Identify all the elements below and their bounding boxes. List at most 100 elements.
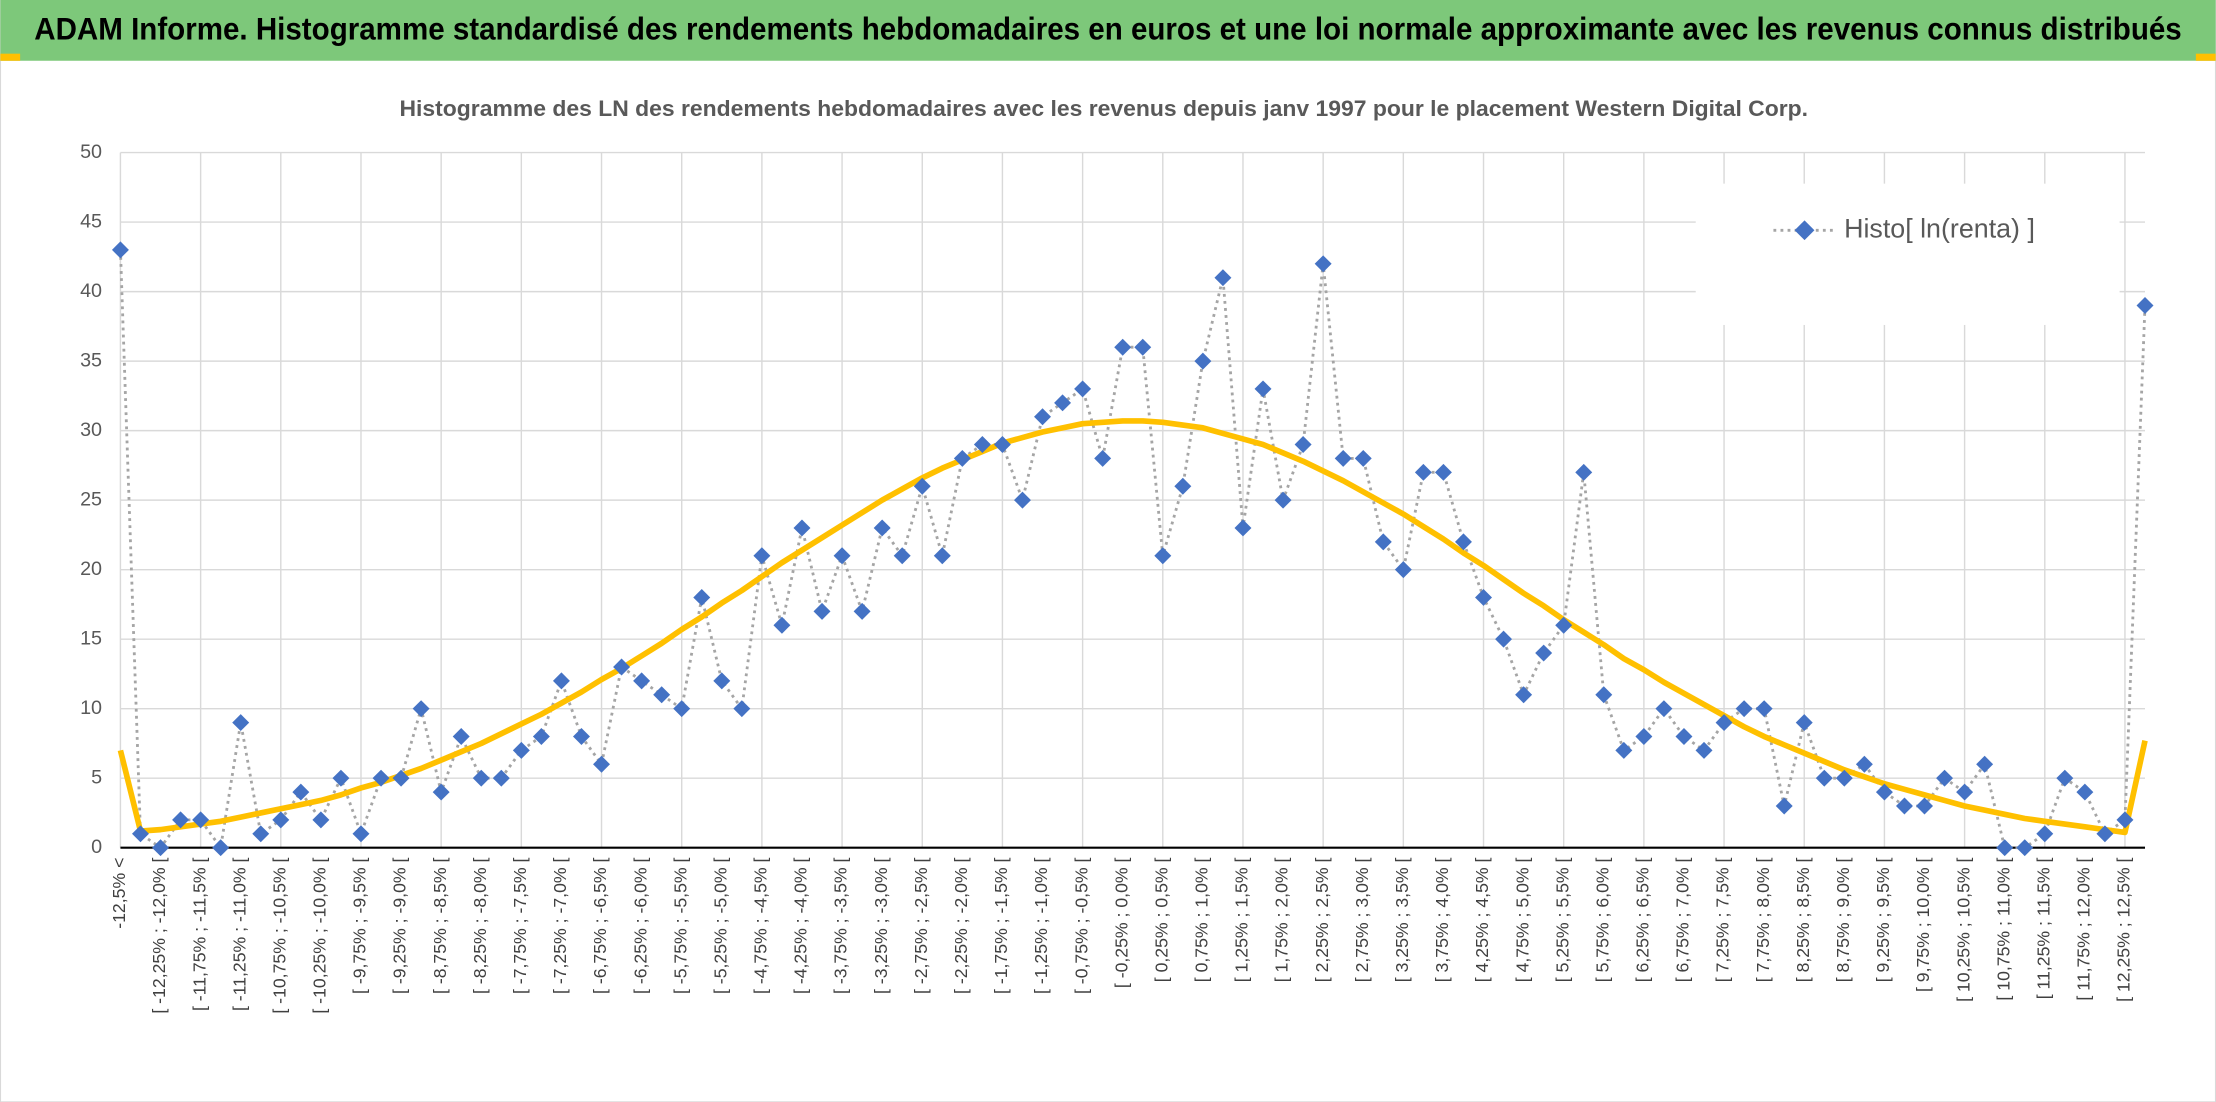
x-tick-label: [ -10,25% ; -10,0% [ (310, 857, 330, 1013)
legend-box (1695, 183, 2120, 325)
x-tick-label: [ 3,25% ; 3,5% [ (1392, 857, 1412, 982)
x-tick-label: [ 9,75% ; 10,0% [ (1913, 857, 1933, 992)
data-point (1655, 700, 1673, 718)
legend-label: Histo[ ln(renta) ] (1844, 213, 2035, 243)
x-tick-label: [ 2,75% ; 3,0% [ (1352, 857, 1372, 982)
data-point (312, 811, 330, 829)
x-tick-label: [ -0,75% ; -0,5% [ (1071, 857, 1091, 993)
data-point (953, 449, 971, 467)
data-point (1595, 686, 1613, 704)
x-tick-label: [ -3,25% ; -3,0% [ (871, 857, 891, 993)
x-tick-label: [ 6,75% ; 7,0% [ (1673, 857, 1693, 982)
data-point (573, 727, 590, 745)
x-tick-label: [ -12,25% ; -12,0% [ (149, 857, 169, 1013)
data-point (1034, 408, 1051, 426)
x-tick-label: -12,5% < (109, 858, 129, 929)
x-tick-label: [ 6,25% ; 6,5% [ (1633, 857, 1653, 982)
y-tick-label: 40 (80, 280, 102, 302)
data-point (1875, 783, 1893, 801)
data-point (372, 769, 390, 787)
data-point (853, 602, 871, 620)
y-tick-label: 30 (80, 419, 102, 441)
data-point (432, 783, 450, 801)
x-tick-label: [ 4,75% ; 5,0% [ (1512, 857, 1532, 982)
y-tick-label: 0 (91, 836, 102, 858)
data-point (1234, 519, 1252, 537)
x-tick-label: [ -2,25% ; -2,0% [ (951, 857, 971, 993)
x-tick-label: [ 9,25% ; 9,5% [ (1873, 857, 1893, 982)
data-point (1414, 463, 1432, 481)
data-point (1454, 533, 1472, 551)
y-tick-label: 35 (80, 349, 102, 371)
data-point (2076, 783, 2094, 801)
data-point (1134, 338, 1152, 356)
data-point (1314, 255, 1332, 273)
data-point (292, 783, 310, 801)
x-tick-label: [ -11,75% ; -11,5% [ (189, 858, 209, 1012)
x-tick-label: [ 5,25% ; 5,5% [ (1552, 857, 1572, 982)
x-tick-label: [ -4,75% ; -4,5% [ (751, 857, 771, 993)
x-tick-label: [ 7,75% ; 8,0% [ (1753, 857, 1773, 982)
data-point (673, 700, 691, 718)
y-tick-label: 25 (80, 488, 102, 510)
data-point (232, 714, 250, 732)
y-tick-label: 45 (80, 210, 102, 232)
data-point (532, 727, 550, 745)
data-point (1615, 741, 1633, 759)
x-tick-label: [ -3,75% ; -3,5% [ (831, 857, 851, 993)
data-point (2056, 769, 2074, 787)
y-tick-label: 10 (80, 697, 102, 719)
data-point (2096, 825, 2114, 843)
data-point (172, 811, 190, 829)
data-point (1675, 727, 1693, 745)
x-tick-label: [ 8,25% ; 8,5% [ (1793, 857, 1813, 982)
x-tick-label: [ 0,75% ; 1,0% [ (1192, 857, 1212, 982)
x-tick-label: [ 12,25% ; 12,5% [ (2114, 857, 2134, 1001)
data-point (2036, 825, 2054, 843)
x-tick-label: [ -6,75% ; -6,5% [ (590, 857, 610, 993)
y-tick-label: 50 (80, 141, 102, 163)
data-point (813, 602, 831, 620)
x-tick-label: [ -1,75% ; -1,5% [ (991, 857, 1011, 993)
data-point (1575, 463, 1593, 481)
data-point (1815, 769, 1833, 787)
data-point (1916, 797, 1933, 815)
fit-curve (117, 418, 2148, 836)
data-point (1013, 491, 1031, 509)
data-point (1334, 449, 1352, 467)
data-point (192, 811, 210, 829)
x-tick-label: [ 11,25% ; 11,5% [ (2033, 857, 2053, 999)
x-tick-label: [ -10,75% ; -10,5% [ (269, 857, 289, 1013)
data-point (653, 686, 671, 704)
y-tick-label: 15 (80, 627, 102, 649)
data-point (733, 700, 751, 718)
data-point (1996, 839, 2014, 857)
data-point (552, 672, 570, 690)
data-point (1354, 449, 1372, 467)
x-tick-label: [ -1,25% ; -1,0% [ (1031, 857, 1051, 993)
x-tick-label: [ -11,25% ; -11,0% [ (229, 858, 249, 1012)
x-tick-label: [ -9,25% ; -9,0% [ (390, 857, 410, 993)
data-point (753, 547, 771, 565)
x-tick-label: [ -5,25% ; -5,0% [ (710, 857, 730, 993)
x-tick-label: [ 2,25% ; 2,5% [ (1312, 857, 1332, 982)
data-point (1274, 491, 1292, 509)
data-point (1374, 533, 1392, 551)
header-title: ADAM Informe. Histogramme standardisé de… (34, 11, 2181, 46)
x-tick-label: [ -8,25% ; -8,0% [ (470, 857, 490, 993)
chart-title: Histogramme des LN des rendements hebdom… (399, 96, 1808, 121)
header-accent (2195, 53, 2216, 61)
x-tick-label: [ -5,75% ; -5,5% [ (670, 857, 690, 993)
data-point (613, 658, 631, 676)
data-point (2136, 297, 2154, 314)
data-point (452, 727, 470, 745)
data-point (893, 547, 911, 565)
data-point (1695, 741, 1713, 759)
data-point (272, 811, 290, 829)
x-tick-label: [ 1,75% ; 2,0% [ (1272, 857, 1292, 982)
data-point (1855, 755, 1873, 773)
data-point (332, 769, 350, 787)
data-point (1194, 352, 1212, 370)
data-point (412, 700, 430, 718)
